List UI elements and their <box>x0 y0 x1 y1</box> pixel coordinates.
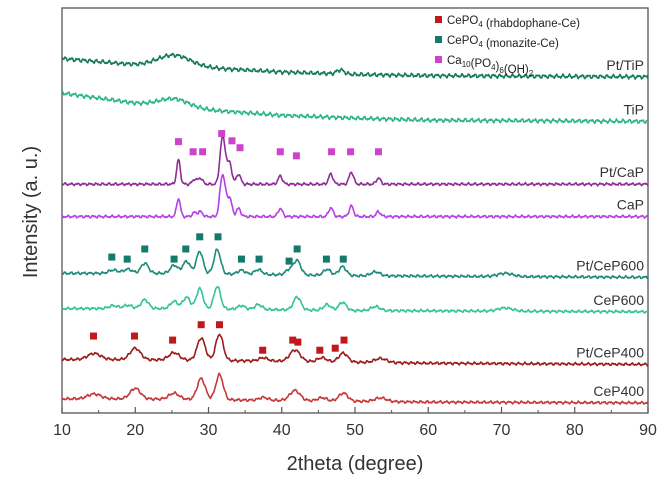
phase-marker-layer <box>89 130 382 354</box>
series-line <box>61 372 649 405</box>
phase-marker <box>292 152 300 160</box>
series-label: CeP600 <box>593 292 644 308</box>
y-axis-title: Intensity (a. u.) <box>20 146 42 278</box>
phase-marker <box>237 255 245 263</box>
x-axis-title: 2theta (degree) <box>287 453 424 475</box>
phase-marker <box>293 245 301 253</box>
phase-marker <box>141 245 149 253</box>
phase-marker <box>169 336 177 344</box>
series-label: Pt/CaP <box>600 164 644 180</box>
x-tick-label: 50 <box>346 422 364 439</box>
phase-marker <box>196 233 204 241</box>
series-label: TiP <box>624 101 644 117</box>
series-label: CeP400 <box>593 383 644 399</box>
phase-marker <box>340 336 348 344</box>
series-line <box>61 286 649 314</box>
series-line <box>61 52 649 80</box>
phase-marker <box>255 255 263 263</box>
series-label: CaP <box>617 197 644 213</box>
phase-marker <box>189 148 197 156</box>
x-tick-label: 40 <box>273 422 291 439</box>
phase-marker <box>174 138 182 146</box>
phase-marker <box>294 338 302 346</box>
x-tick-label: 10 <box>53 422 71 439</box>
legend-entry: CePO4 (monazite-Ce) <box>447 35 559 50</box>
series-line <box>61 134 649 187</box>
series-label: Pt/CeP400 <box>576 344 644 360</box>
legend-entry: Ca10(PO4)6(OH)2 <box>447 55 534 78</box>
legend-marker <box>435 16 442 23</box>
phase-marker <box>289 336 297 344</box>
legend-entry: CePO4 (rhabdophane-Ce) <box>447 15 580 30</box>
series-label: Pt/CeP600 <box>576 257 644 273</box>
phase-marker <box>197 321 205 329</box>
plot-frame <box>61 7 649 414</box>
phase-marker <box>214 233 222 241</box>
phase-marker <box>131 332 139 340</box>
series-line <box>61 90 649 125</box>
phase-marker <box>374 148 382 156</box>
series-line <box>61 248 649 280</box>
phase-marker <box>182 245 190 253</box>
phase-marker <box>316 346 324 354</box>
series-label-layer: Pt/TiP TiP Pt/CaP CaP Pt/CeP600 CeP600 Pt/CeP4… <box>576 57 644 399</box>
phase-marker <box>236 144 244 152</box>
phase-marker <box>285 257 293 265</box>
plot-area: Pt/TiP TiP Pt/CaP CaP Pt/CeP600 CeP600 Pt/CeP4… <box>61 7 649 414</box>
phase-marker <box>276 148 284 156</box>
legend: CePO4 (rhabdophane-Ce) CePO4 (monazite-Ce… <box>435 15 580 78</box>
legend-marker <box>435 36 442 43</box>
x-tick-label: 30 <box>200 422 218 439</box>
x-tick-label: 70 <box>493 422 511 439</box>
phase-marker <box>108 253 116 261</box>
series-label: Pt/TiP <box>606 57 644 73</box>
phase-marker <box>339 255 347 263</box>
x-tick-label: 20 <box>126 422 144 439</box>
phase-marker <box>199 148 207 156</box>
x-axis: 10 20 30 40 50 60 70 80 90 <box>53 407 657 439</box>
series-line <box>61 333 649 367</box>
phase-marker <box>331 344 339 352</box>
phase-marker <box>328 148 336 156</box>
phase-marker <box>347 148 355 156</box>
phase-marker <box>170 255 178 263</box>
phase-marker <box>228 137 236 145</box>
series-layer <box>61 52 649 405</box>
phase-marker <box>215 321 223 329</box>
phase-marker <box>322 255 330 263</box>
x-tick-label: 60 <box>419 422 437 439</box>
series-line <box>61 173 649 219</box>
phase-marker <box>89 332 97 340</box>
x-tick-label: 80 <box>566 422 584 439</box>
x-tick-label: 90 <box>639 422 657 439</box>
legend-marker <box>435 56 442 63</box>
phase-marker <box>259 346 267 354</box>
phase-marker <box>123 255 131 263</box>
phase-marker <box>218 130 226 138</box>
